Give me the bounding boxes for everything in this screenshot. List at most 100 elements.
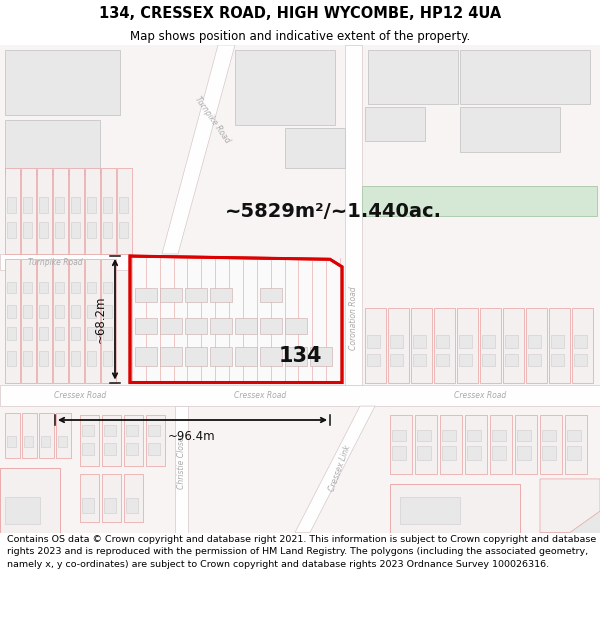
Bar	[490, 414, 512, 474]
Text: Cressex Road: Cressex Road	[454, 391, 506, 400]
Bar	[400, 497, 460, 524]
Bar	[440, 414, 462, 474]
Bar	[185, 288, 207, 302]
Bar	[551, 354, 564, 366]
Bar	[442, 446, 456, 459]
Bar	[367, 354, 380, 366]
Bar	[459, 336, 472, 348]
Bar	[104, 426, 116, 436]
Text: 134: 134	[278, 346, 322, 366]
Bar	[37, 168, 52, 254]
Bar	[58, 436, 67, 447]
Polygon shape	[540, 479, 600, 532]
Bar	[71, 197, 80, 213]
Text: 134, CRESSEX ROAD, HIGH WYCOMBE, HP12 4UA: 134, CRESSEX ROAD, HIGH WYCOMBE, HP12 4U…	[99, 6, 501, 21]
Bar	[85, 168, 100, 254]
Polygon shape	[175, 406, 188, 532]
Bar	[148, 442, 160, 456]
Bar	[368, 51, 458, 104]
Bar	[119, 222, 128, 238]
Text: Turnpike Road: Turnpike Road	[28, 258, 82, 267]
Bar	[41, 436, 50, 447]
Bar	[362, 186, 597, 216]
Bar	[565, 414, 587, 474]
Bar	[574, 336, 587, 348]
Text: ~68.2m: ~68.2m	[94, 296, 107, 343]
Bar	[124, 474, 143, 522]
Bar	[69, 259, 84, 382]
Polygon shape	[162, 45, 235, 254]
Bar	[87, 282, 96, 292]
Bar	[104, 498, 116, 513]
Bar	[126, 442, 138, 456]
Bar	[85, 259, 100, 382]
Bar	[567, 446, 581, 459]
Bar	[87, 197, 96, 213]
Bar	[135, 318, 157, 334]
Bar	[56, 412, 71, 458]
Bar	[7, 282, 16, 292]
Bar	[482, 354, 495, 366]
Bar	[55, 197, 64, 213]
Bar	[7, 197, 16, 213]
Bar	[235, 347, 257, 366]
Bar	[0, 468, 60, 532]
Bar	[71, 351, 80, 366]
Bar	[71, 222, 80, 238]
Bar	[82, 442, 94, 456]
Bar	[492, 446, 506, 459]
Bar	[417, 429, 431, 441]
Bar	[549, 308, 570, 382]
Bar	[55, 282, 64, 292]
Bar	[80, 414, 99, 466]
Bar	[87, 306, 96, 318]
Bar	[459, 354, 472, 366]
Bar	[260, 318, 282, 334]
Bar	[71, 282, 80, 292]
Bar	[55, 327, 64, 339]
Bar	[528, 354, 541, 366]
Bar	[104, 442, 116, 456]
Bar	[39, 282, 48, 292]
Bar	[87, 351, 96, 366]
Bar	[517, 446, 531, 459]
Bar	[210, 347, 232, 366]
Bar	[7, 222, 16, 238]
Bar	[22, 412, 37, 458]
Bar	[235, 318, 257, 334]
Bar	[21, 259, 36, 382]
Bar	[135, 288, 157, 302]
Bar	[5, 412, 20, 458]
Bar	[392, 446, 406, 459]
Bar	[102, 414, 121, 466]
Bar	[39, 351, 48, 366]
Bar	[23, 327, 32, 339]
Bar	[390, 354, 403, 366]
Bar	[467, 446, 481, 459]
Bar	[39, 306, 48, 318]
Text: Cressex Road: Cressex Road	[54, 391, 106, 400]
Bar	[101, 259, 116, 382]
Bar	[285, 347, 307, 366]
Polygon shape	[345, 45, 362, 384]
Bar	[411, 308, 432, 382]
Bar	[392, 429, 406, 441]
Bar	[482, 336, 495, 348]
Bar	[390, 414, 412, 474]
Bar	[235, 51, 335, 126]
Bar	[126, 426, 138, 436]
Text: ~5829m²/~1.440ac.: ~5829m²/~1.440ac.	[225, 202, 442, 221]
Bar	[574, 354, 587, 366]
Bar	[37, 259, 52, 382]
Text: Cressex Link: Cressex Link	[328, 444, 353, 493]
Bar	[103, 351, 112, 366]
Bar	[480, 308, 501, 382]
Bar	[442, 429, 456, 441]
Bar	[415, 414, 437, 474]
Bar	[560, 479, 600, 532]
Bar	[135, 347, 157, 366]
Bar	[436, 354, 449, 366]
Polygon shape	[295, 406, 375, 532]
Bar	[434, 308, 455, 382]
Bar	[124, 414, 143, 466]
